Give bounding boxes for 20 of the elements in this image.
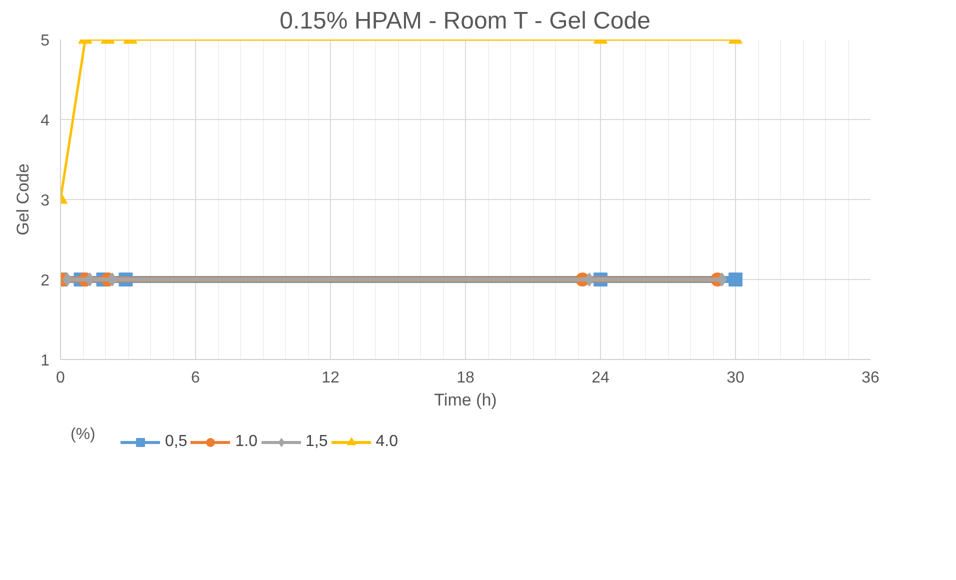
legend-label: 0,5 [165,433,188,451]
y-tick-label: 5 [40,32,50,50]
y-tick-label: 1 [40,352,50,370]
x-tick-label: 0 [56,370,66,386]
x-tick-label: 36 [862,370,880,386]
x-axis-title: Time (h) [434,390,497,410]
x-tick-label: 18 [456,370,474,386]
chart-title: 0.15% HPAM - Room T - Gel Code [280,8,650,34]
legend-title: (%) [70,426,96,443]
y-axis-title: Gel Code [14,164,33,236]
x-tick-label: 24 [592,370,610,386]
legend-label: 4.0 [376,433,398,451]
x-tick-label: 6 [191,370,200,386]
y-tick-label: 3 [40,192,50,210]
x-tick-label: 30 [726,370,744,386]
legend-label: 1.0 [235,433,258,451]
legend-label: 1,5 [306,433,328,451]
x-tick-label: 12 [322,370,340,386]
y-tick-label: 4 [40,112,50,130]
y-tick-label: 2 [40,272,50,290]
